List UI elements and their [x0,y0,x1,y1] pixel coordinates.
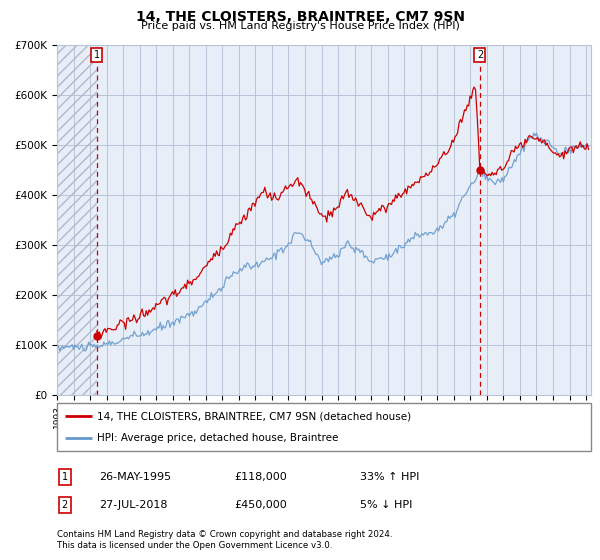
Text: This data is licensed under the Open Government Licence v3.0.: This data is licensed under the Open Gov… [57,541,332,550]
Text: 26-MAY-1995: 26-MAY-1995 [99,472,171,482]
Text: 1: 1 [62,472,68,482]
FancyBboxPatch shape [57,403,591,451]
Text: Price paid vs. HM Land Registry's House Price Index (HPI): Price paid vs. HM Land Registry's House … [140,21,460,31]
Bar [57,45,97,395]
Text: 33% ↑ HPI: 33% ↑ HPI [360,472,419,482]
Text: 2: 2 [477,50,483,60]
Text: 1: 1 [94,50,100,60]
Text: 14, THE CLOISTERS, BRAINTREE, CM7 9SN: 14, THE CLOISTERS, BRAINTREE, CM7 9SN [136,10,464,24]
Text: £450,000: £450,000 [234,500,287,510]
Text: HPI: Average price, detached house, Braintree: HPI: Average price, detached house, Brai… [97,433,338,443]
Text: Contains HM Land Registry data © Crown copyright and database right 2024.: Contains HM Land Registry data © Crown c… [57,530,392,539]
Text: 5% ↓ HPI: 5% ↓ HPI [360,500,412,510]
Text: 14, THE CLOISTERS, BRAINTREE, CM7 9SN (detached house): 14, THE CLOISTERS, BRAINTREE, CM7 9SN (d… [97,411,411,421]
Text: £118,000: £118,000 [234,472,287,482]
Text: 2: 2 [62,500,68,510]
Text: 27-JUL-2018: 27-JUL-2018 [99,500,167,510]
